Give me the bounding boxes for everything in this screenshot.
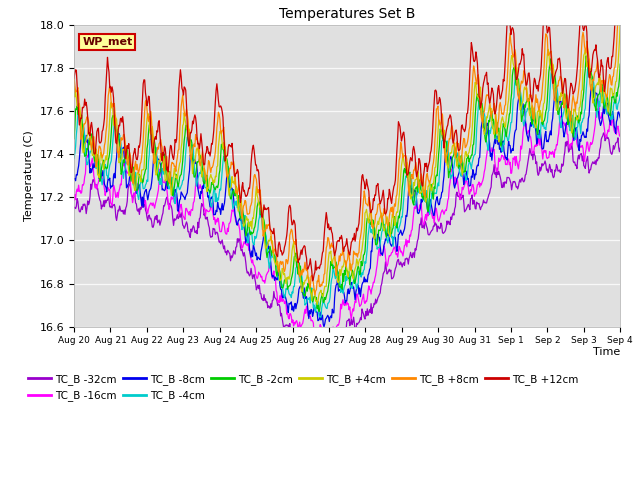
Text: WP_met: WP_met	[83, 36, 132, 47]
Legend: TC_B -32cm, TC_B -16cm, TC_B -8cm, TC_B -4cm, TC_B -2cm, TC_B +4cm, TC_B +8cm, T: TC_B -32cm, TC_B -16cm, TC_B -8cm, TC_B …	[28, 374, 579, 401]
Y-axis label: Temperature (C): Temperature (C)	[24, 131, 34, 221]
X-axis label: Time: Time	[593, 347, 620, 357]
Title: Temperatures Set B: Temperatures Set B	[279, 7, 415, 21]
